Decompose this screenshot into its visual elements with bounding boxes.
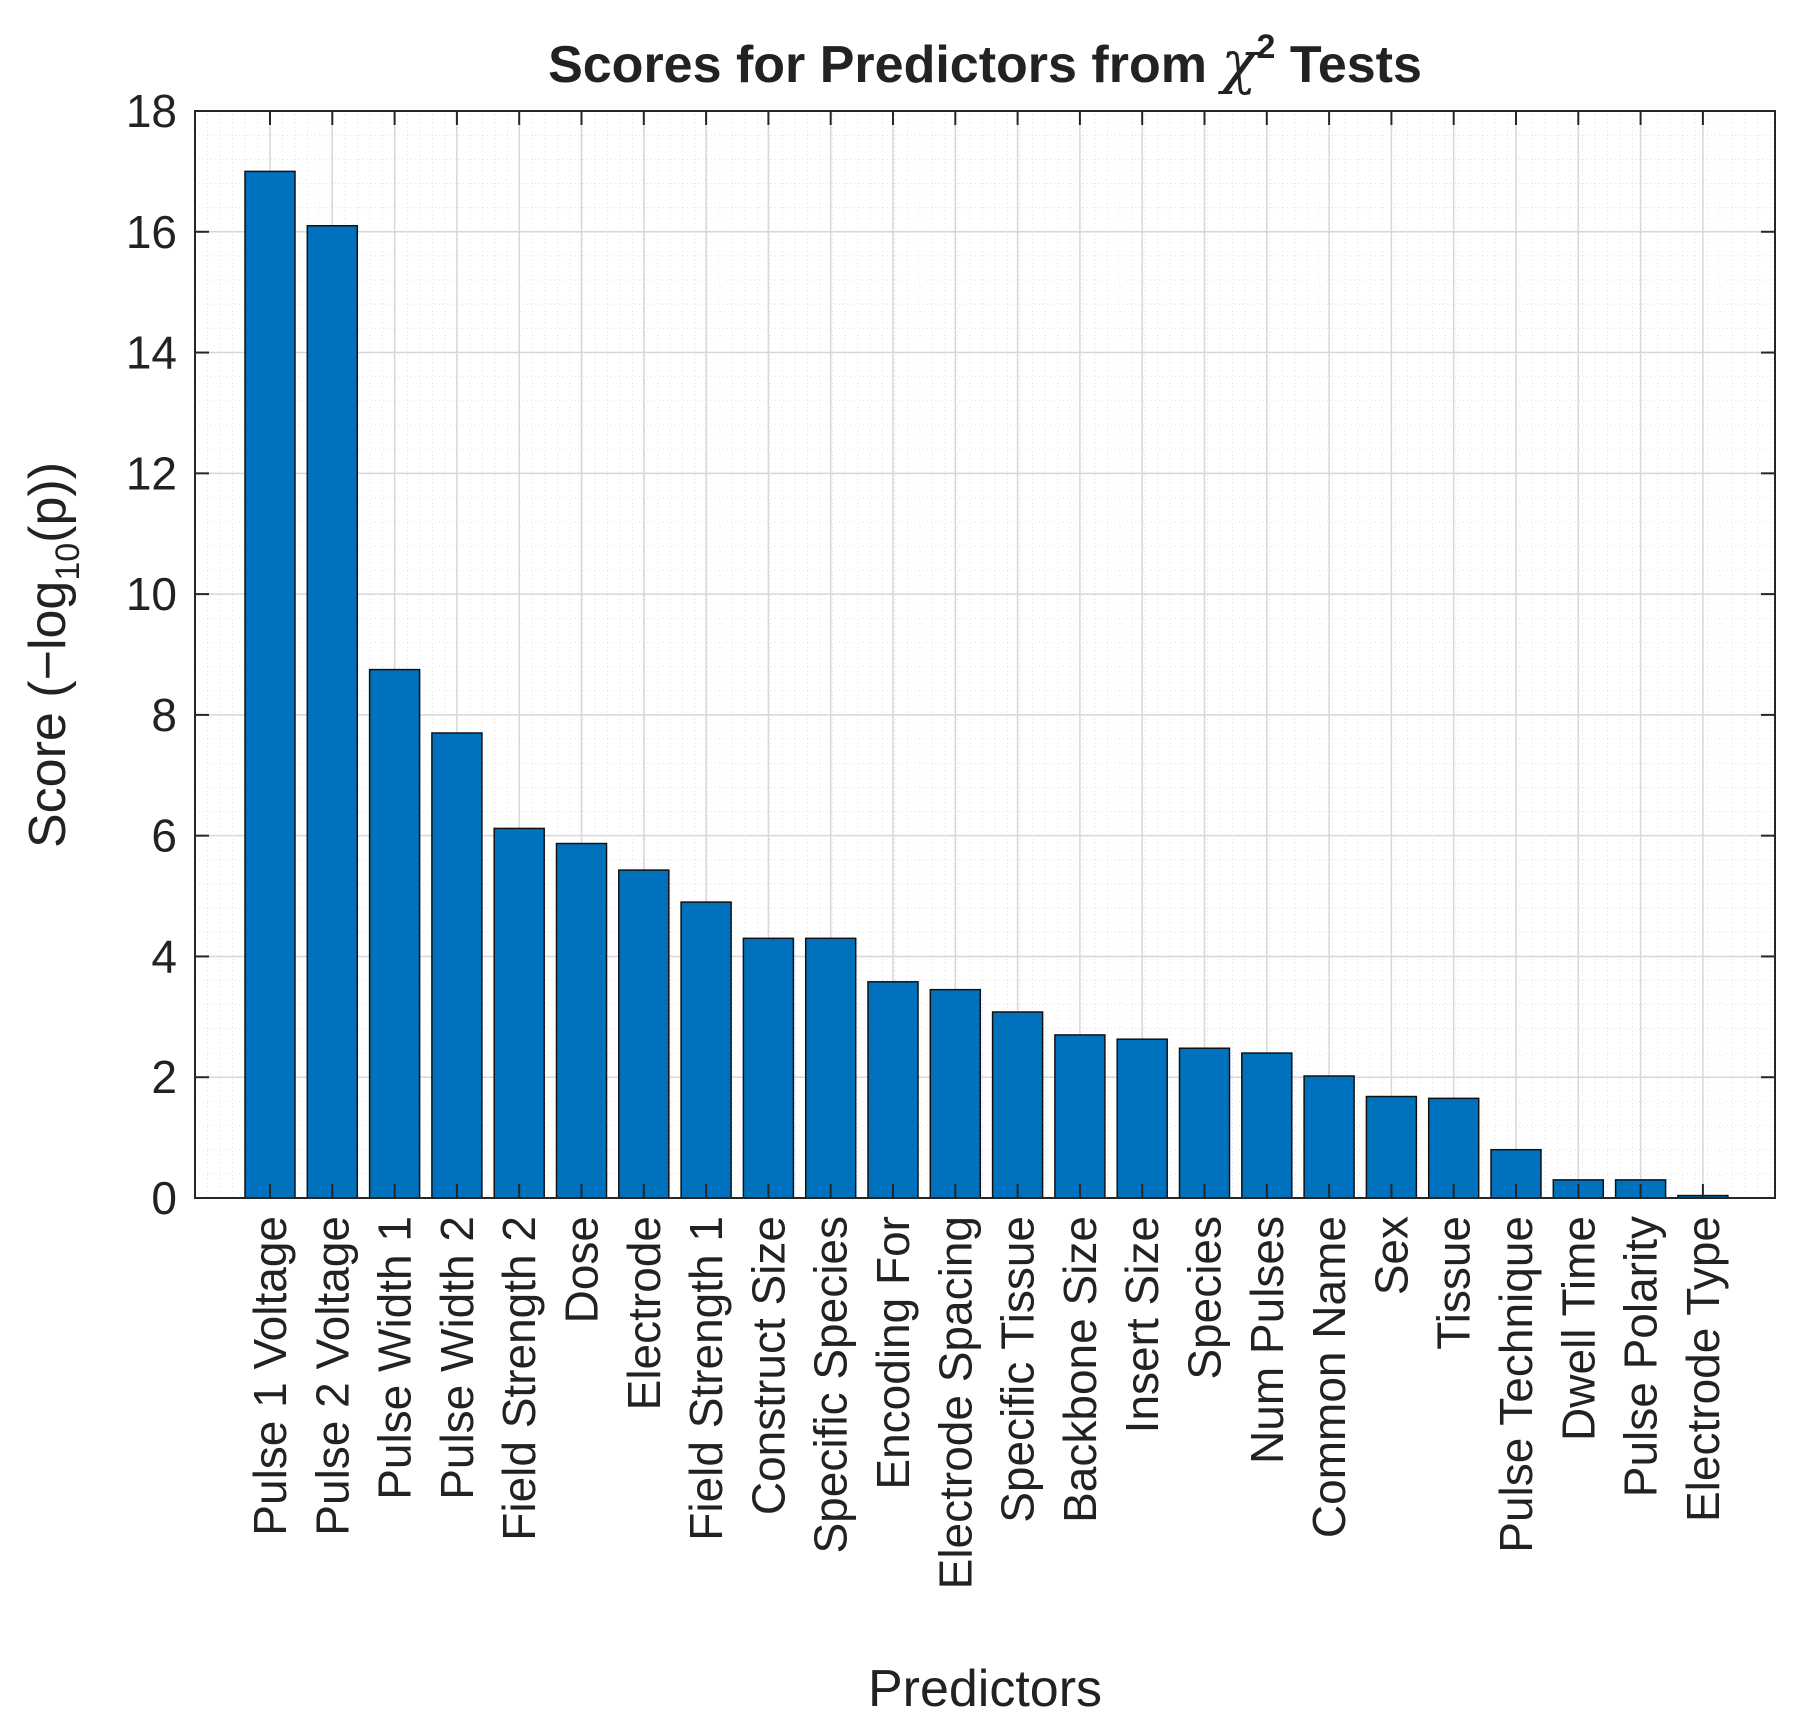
bar-pulse-width-2 [431,732,483,1199]
bar-pulse-1-voltage [244,170,296,1199]
x-tick-label: Electrode Spacing [929,1216,981,1589]
y-tick-label: 0 [151,1172,177,1224]
y-tick-label: 16 [126,206,177,258]
bar-encoding-for [867,981,919,1199]
y-tick-label: 8 [151,689,177,741]
bar-num-pulses [1241,1052,1293,1199]
y-tick-label: 18 [126,85,177,137]
x-tick-label: Species [1179,1216,1231,1380]
x-tick-label: Field Strength 1 [680,1216,732,1541]
x-tick-label: Specific Tissue [992,1216,1044,1523]
x-tick-label: Tissue [1428,1216,1480,1350]
y-tick-label: 12 [126,447,177,499]
bar-sex [1365,1095,1418,1199]
x-tick-label: Field Strength 2 [493,1216,545,1541]
y-tick-label: 2 [151,1051,177,1103]
bar-species [1178,1047,1231,1199]
y-tick-label: 4 [151,930,177,982]
y-tick-label: 14 [126,327,177,379]
x-tick-label: Num Pulses [1241,1216,1293,1464]
x-tick-label: Specific Species [805,1216,857,1554]
y-label-subscript: 10 [49,543,87,581]
bar-dose [555,842,608,1199]
bar-backbone-size [1054,1034,1106,1199]
bar-pulse-width-1 [368,668,421,1199]
bars-group [244,170,1729,1199]
bar-field-strength-2 [493,827,545,1199]
x-tick-labels: Pulse 1 Voltage Pulse 2 Voltage Pulse Widt… [244,1216,1729,1589]
x-tick-label: Backbone Size [1054,1216,1106,1523]
x-tick-label: Pulse Polarity [1615,1216,1667,1497]
bar-specific-tissue [991,1011,1044,1199]
bar-common-name [1303,1075,1355,1199]
y-label-suffix: (p)) [19,462,77,543]
x-tick-label: Electrode Type [1677,1216,1729,1522]
y-label-prefix: Score (−log [19,581,77,848]
x-tick-label: Pulse Width 1 [369,1216,421,1500]
x-tick-label: Construct Size [742,1216,794,1515]
title-superscript: 2 [1257,28,1276,66]
x-tick-label: Pulse 1 Voltage [244,1216,296,1536]
x-tick-label: Pulse Width 2 [431,1216,483,1500]
x-tick-label: Common Name [1303,1216,1355,1538]
y-tick-label: 6 [151,810,177,862]
y-axis-label: Score (−log10(p)) [19,462,87,848]
x-tick-label: Pulse Technique [1490,1216,1542,1553]
bar-pulse-2-voltage [306,224,359,1199]
axes-box [194,110,1776,1199]
chart-title: Scores for Predictors from χ2 Tests [548,28,1422,96]
x-tick-label: Dose [556,1216,608,1323]
y-tick-labels: 0 2 4 6 8 10 12 14 16 18 [126,85,177,1224]
bar-field-strength-1 [680,901,732,1199]
x-tick-label: Electrode [618,1216,670,1410]
y-tick-label: 10 [126,568,177,620]
x-axis-label: Predictors [868,1660,1102,1718]
bar-electrode [618,869,670,1199]
title-suffix: Tests [1275,36,1421,94]
bar-tissue [1427,1097,1480,1199]
x-tick-label: Pulse 2 Voltage [306,1216,358,1536]
x-tick-label: Dwell Time [1552,1216,1604,1441]
x-tick-label: Sex [1365,1216,1417,1295]
bar-electrode-spacing [929,988,982,1199]
x-tick-label: Encoding For [867,1216,919,1490]
bar-insert-size [1116,1038,1168,1199]
bar-construct-size [742,937,795,1199]
x-tick-label: Insert Size [1116,1216,1168,1433]
tick-marks [195,110,1775,1199]
bar-specific-species [804,937,857,1199]
title-chi-symbol: χ [1217,28,1259,96]
title-prefix: Scores for Predictors from [548,36,1221,94]
